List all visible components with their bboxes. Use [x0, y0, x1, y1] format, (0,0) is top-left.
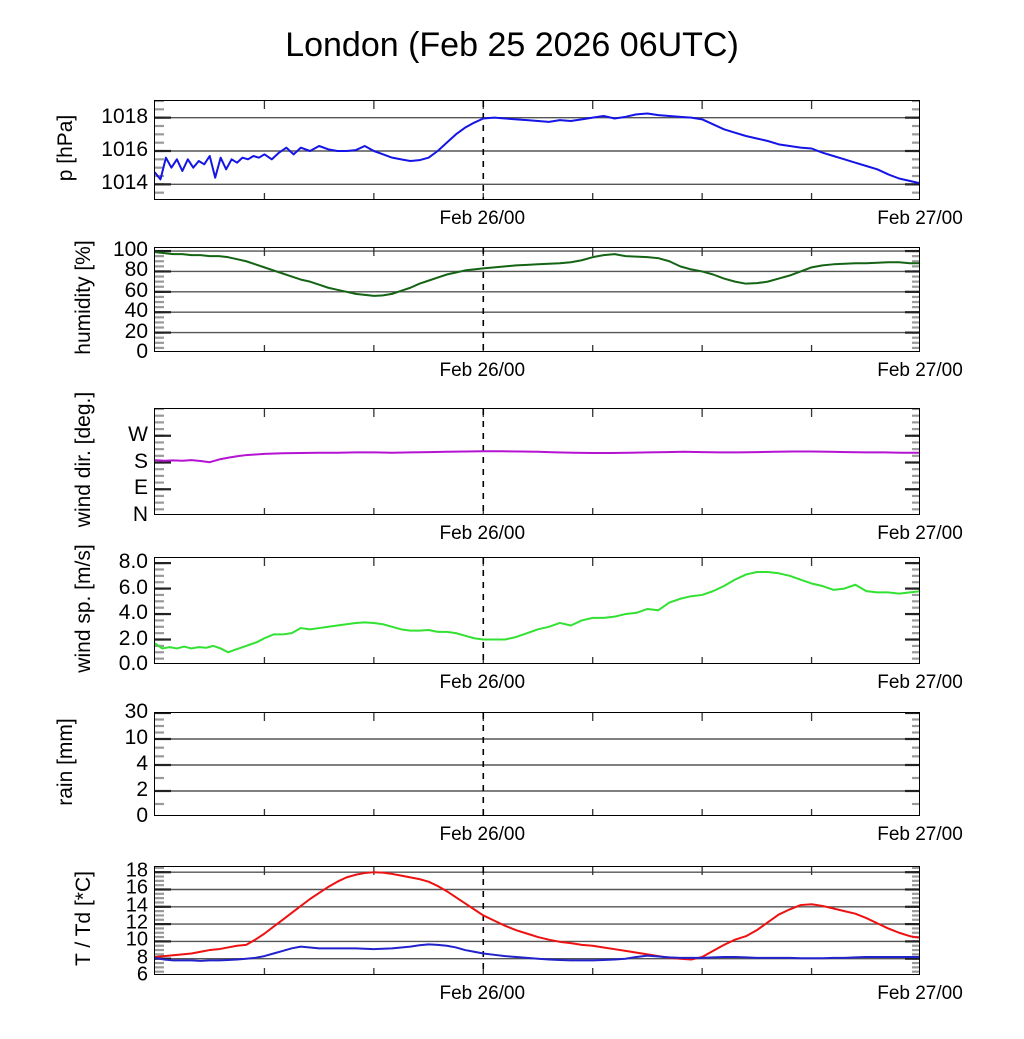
x-axis-label: Feb 27/00	[877, 523, 963, 544]
x-axis-label: Feb 27/00	[877, 983, 963, 1004]
x-axis-label: Feb 26/00	[439, 360, 526, 381]
y-tick-label-wind_direction: S	[133, 449, 148, 473]
y-tick-label-wind_direction: E	[133, 476, 148, 500]
y-tick-label-temperature_dewpoint: 6	[136, 963, 148, 986]
y-tick-label-wind_speed: 0.0	[118, 652, 148, 675]
y-tick-label-wind_speed: 8.0	[118, 550, 148, 574]
y-tick-label-temperature_dewpoint: 14	[125, 894, 148, 917]
y-tick-label-temperature_dewpoint: 8	[136, 946, 148, 969]
plot-area-humidity	[154, 247, 920, 352]
y-tick-label-rain: 0	[136, 804, 148, 827]
y-tick-label-temperature_dewpoint: 16	[125, 876, 148, 899]
x-axis-label: Feb 26/00	[439, 824, 526, 845]
data-line	[155, 571, 919, 654]
plot-area-temperature_dewpoint	[154, 866, 920, 975]
plot-area-wind_speed	[154, 557, 920, 664]
y-tick-label-humidity: 20	[124, 319, 148, 343]
y-tick-label-rain: 10	[124, 726, 148, 749]
plot-area-rain	[154, 712, 920, 816]
y-tick-label-temperature_dewpoint: 12	[125, 911, 148, 934]
plot-svg-pressure	[155, 101, 919, 199]
plot-area-wind_direction	[154, 408, 920, 515]
plot-svg-humidity	[155, 248, 919, 351]
plot-svg-rain	[155, 713, 919, 815]
y-tick-label-rain: 2	[136, 778, 148, 801]
data-line	[155, 871, 919, 961]
y-tick-label-humidity: 80	[124, 258, 148, 282]
y-axis-label-wind_direction: wind dir. [deg.]	[72, 391, 95, 528]
y-axis-label-wind_speed: wind sp. [m/s]	[72, 544, 95, 673]
x-axis-label: Feb 27/00	[877, 208, 963, 229]
data-line	[155, 112, 919, 185]
y-tick-label-rain: 4	[136, 752, 148, 775]
y-tick-label-pressure: 1016	[101, 138, 148, 161]
y-tick-label-temperature_dewpoint: 10	[125, 928, 148, 951]
data-line	[155, 251, 919, 297]
y-axis-label-rain: rain [mm]	[54, 718, 77, 806]
plot-area-pressure	[154, 100, 920, 200]
y-tick-label-wind_direction: N	[132, 503, 148, 526]
y-tick-label-wind_speed: 4.0	[118, 601, 148, 625]
data-line	[155, 943, 919, 962]
x-axis-label: Feb 27/00	[877, 672, 963, 693]
y-tick-label-humidity: 60	[124, 278, 148, 302]
y-tick-label-pressure: 1018	[101, 104, 148, 128]
y-tick-label-humidity: 0	[136, 340, 148, 363]
plot-svg-wind_direction	[155, 409, 919, 514]
x-axis-label: Feb 26/00	[439, 208, 526, 229]
plot-svg-wind_speed	[155, 558, 919, 663]
y-tick-label-humidity: 100	[112, 238, 148, 262]
y-tick-label-rain: 30	[124, 700, 148, 723]
x-axis-label: Feb 26/00	[439, 672, 526, 693]
y-tick-label-wind_direction: W	[128, 422, 148, 446]
y-axis-label-temperature_dewpoint: T / Td [*C]	[72, 871, 95, 966]
y-axis-label-humidity: humidity [%]	[72, 240, 95, 355]
data-line	[155, 450, 919, 464]
plot-svg-temperature_dewpoint	[155, 867, 919, 974]
y-tick-label-wind_speed: 6.0	[118, 575, 148, 599]
y-tick-label-humidity: 40	[124, 299, 148, 323]
x-axis-label: Feb 26/00	[439, 523, 526, 544]
y-tick-label-pressure: 1014	[101, 171, 148, 195]
y-tick-label-temperature_dewpoint: 18	[125, 859, 148, 882]
x-axis-label: Feb 27/00	[877, 360, 963, 381]
page-title: London (Feb 25 2026 06UTC)	[285, 26, 739, 64]
y-tick-label-wind_speed: 2.0	[118, 626, 148, 650]
x-axis-label: Feb 26/00	[439, 983, 526, 1004]
x-axis-label: Feb 27/00	[877, 824, 963, 845]
